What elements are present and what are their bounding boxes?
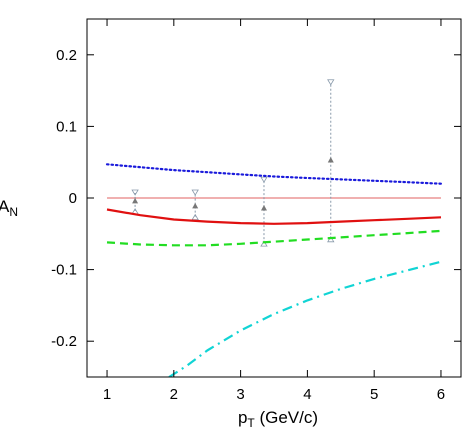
data-point-2 [192,202,199,209]
x-tick-label-4: 4 [303,386,311,403]
x-tick-label-6: 6 [437,386,445,403]
series-line-dashed [106,229,442,247]
x-tick-label-1: 1 [103,386,111,403]
y-tick-label-5: 0.2 [56,47,77,64]
x-axis-label-main: p [238,408,247,427]
data-point-cap-top-2 [191,189,199,196]
x-axis-label-sub: T [247,416,255,430]
x-tick-label-5: 5 [370,386,378,403]
data-point-cap-bottom-4 [327,236,335,243]
y-tick-label-4: 0.1 [56,118,77,135]
data-point-cap-top-1 [131,189,139,196]
series-line-dashdot [168,260,442,377]
series-line-solid [106,208,442,225]
x-axis-label-unit: (GeV/c) [255,408,318,427]
data-point-1 [132,197,139,204]
axes-layer: 1 2 3 4 5 6 -0.2 -0.1 0 0.1 0.2 [51,19,461,403]
data-point-cap-top-4 [327,79,335,86]
x-tick-label-3: 3 [236,386,244,403]
y-tick-label-1: -0.2 [51,333,77,350]
y-axis-label-sub: N [9,205,18,219]
data-point-4 [327,157,334,163]
data-point-3 [260,205,267,211]
x-axis-label: pT (GeV/c) [238,408,318,430]
data-point-cap-top-3 [260,176,268,183]
y-axis-label-main: A [0,197,10,216]
data-point-cap-bottom-3 [260,240,268,247]
y-tick-label-2: -0.1 [51,262,77,279]
series-line-dotted [105,163,443,185]
x-tick-label-2: 2 [170,386,178,403]
plot-layer [105,79,443,377]
data-point-cap-bottom-2 [191,213,199,221]
y-tick-label-3: 0 [69,190,77,207]
y-axis-label: AN [0,197,18,219]
